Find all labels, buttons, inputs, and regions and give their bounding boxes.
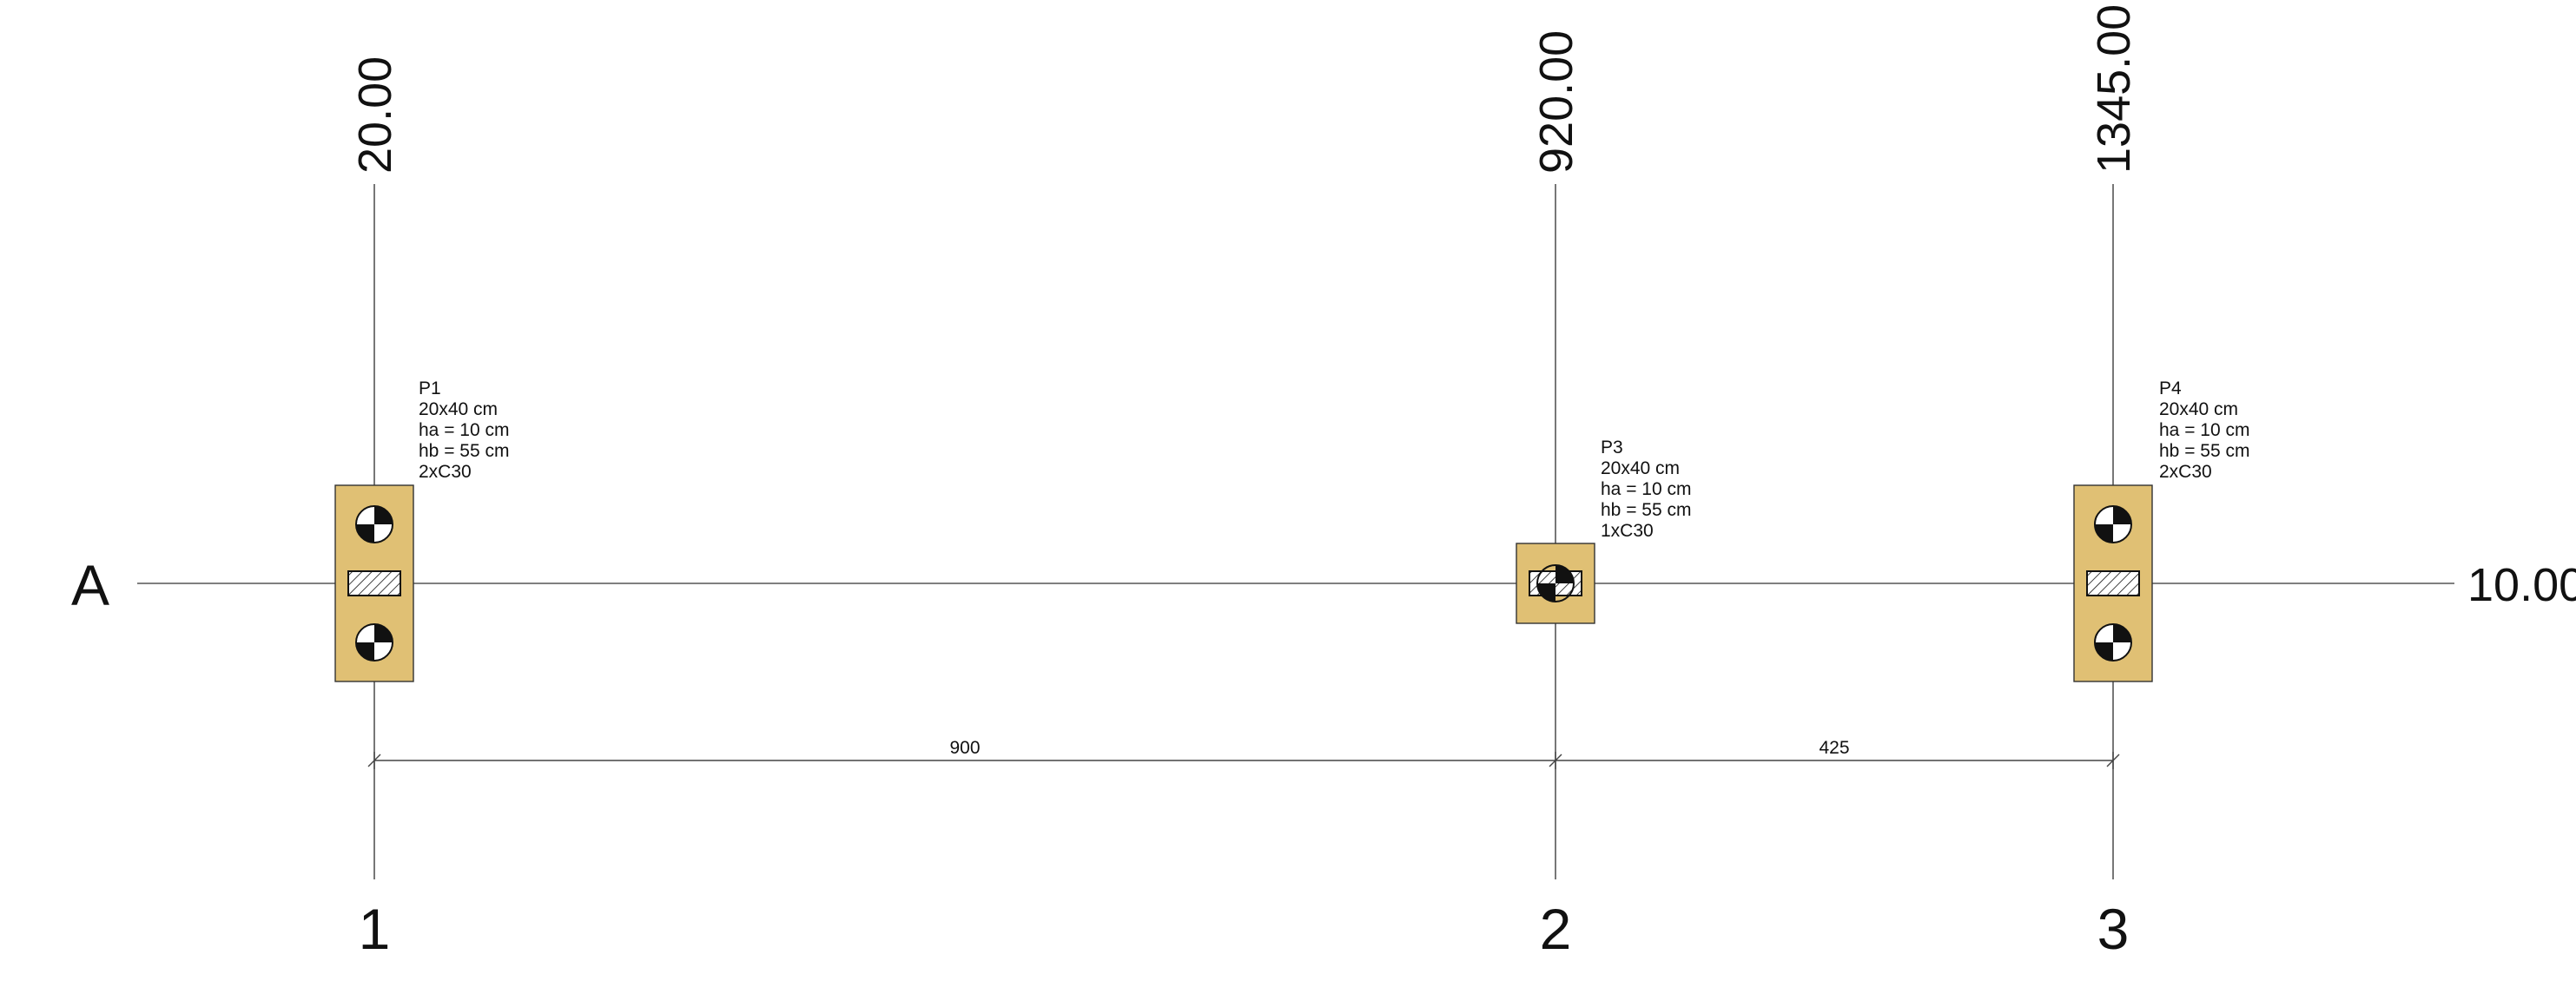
axis-coordinate-a: 10.00 bbox=[2467, 559, 2576, 611]
axis-coordinate-1: 20.00 bbox=[349, 56, 401, 174]
axis-label-2: 2 bbox=[1540, 897, 1572, 961]
footing-p4-label-id: P4 bbox=[2159, 379, 2182, 398]
axis-label-1: 1 bbox=[359, 897, 391, 961]
footing-p3-label-ha: ha = 10 cm bbox=[1601, 479, 1691, 499]
footing-p3-label-piles: 1xC30 bbox=[1601, 521, 1654, 541]
footing-p4-label-ha: ha = 10 cm bbox=[2159, 420, 2249, 440]
footing-p1-label-hb: hb = 55 cm bbox=[419, 441, 509, 461]
footing-p3[interactable]: P3 20x40 cm ha = 10 cm hb = 55 cm 1xC30 bbox=[1516, 438, 1691, 624]
pile-icon bbox=[1536, 564, 1575, 602]
axis-label-a: A bbox=[71, 553, 109, 617]
footing-p3-label-hb: hb = 55 cm bbox=[1601, 500, 1691, 520]
dimension-label-900: 900 bbox=[949, 738, 980, 758]
dimension-tick-3 bbox=[2106, 752, 2120, 769]
pile-icon bbox=[355, 623, 393, 662]
footing-p1-label-size: 20x40 cm bbox=[419, 399, 498, 419]
pile-icon bbox=[355, 505, 393, 543]
footing-p4[interactable]: P4 20x40 cm ha = 10 cm hb = 55 cm 2xC30 bbox=[2073, 379, 2249, 682]
footing-p4-label-piles: 2xC30 bbox=[2159, 462, 2212, 482]
footing-p1-label-ha: ha = 10 cm bbox=[419, 420, 509, 440]
footing-p1-label-piles: 2xC30 bbox=[419, 462, 472, 482]
footing-p3-label-size: 20x40 cm bbox=[1601, 458, 1680, 478]
pile-icon bbox=[2094, 505, 2132, 543]
axis-coordinate-3: 1345.00 bbox=[2088, 4, 2140, 174]
dimension-tick-1 bbox=[367, 752, 381, 769]
footing-p1-label-id: P1 bbox=[419, 379, 441, 398]
pile-icon bbox=[2094, 623, 2132, 662]
footing-p4-label-hb: hb = 55 cm bbox=[2159, 441, 2249, 461]
dimension-tick-2 bbox=[1549, 752, 1562, 769]
footing-p4-column bbox=[2086, 570, 2140, 596]
axis-label-3: 3 bbox=[2097, 897, 2130, 961]
footing-p3-label-id: P3 bbox=[1601, 438, 1623, 458]
axis-coordinate-2: 920.00 bbox=[1530, 30, 1582, 174]
footing-p1-column bbox=[347, 570, 401, 596]
dimension-label-425: 425 bbox=[1819, 738, 1849, 758]
footing-p4-label-size: 20x40 cm bbox=[2159, 399, 2238, 419]
footing-p1[interactable]: P1 20x40 cm ha = 10 cm hb = 55 cm 2xC30 bbox=[334, 379, 509, 682]
